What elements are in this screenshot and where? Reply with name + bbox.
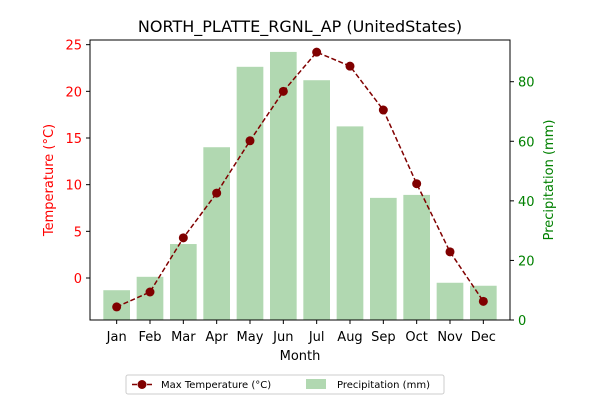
x-tick-label: Feb [138, 330, 161, 345]
bars-layer [103, 51, 497, 321]
precipitation-bar-oct [403, 194, 430, 320]
legend-label-temperature: Max Temperature (°C) [161, 380, 271, 391]
temperature-line [116, 51, 484, 308]
x-tick-label: Jun [272, 330, 293, 345]
y-left-tick-label: 10 [65, 179, 82, 194]
precipitation-bar-jun [270, 51, 297, 321]
temperature-point-feb [145, 287, 155, 297]
x-axis: Jan Feb Mar Apr May Jun Jul Aug Sep Oct Nov Dec [106, 320, 496, 345]
y-left-tick-label: 0 [74, 272, 82, 287]
y-left-tick-label: 25 [65, 39, 82, 54]
x-tick-label: Sep [371, 330, 396, 345]
precipitation-bar-mar [170, 244, 197, 320]
x-tick-label: Aug [337, 330, 362, 345]
temperature-point-may [245, 136, 255, 146]
x-tick-label: May [237, 330, 264, 345]
x-tick-label: Mar [171, 330, 196, 345]
temperature-point-aug [345, 61, 355, 71]
y-axis-left: 0 5 10 15 20 25 [65, 39, 90, 287]
x-tick-label: Apr [205, 330, 228, 345]
temperature-point-dec [478, 296, 488, 306]
legend-line-marker [137, 380, 147, 389]
y-left-tick-label: 20 [65, 85, 82, 100]
y-right-tick-label: 80 [518, 76, 535, 91]
x-tick-label: Jan [106, 330, 127, 345]
temperature-point-sep [378, 105, 388, 115]
y-axis-right: 0 20 40 60 80 [510, 76, 535, 329]
x-tick-label: Oct [405, 330, 427, 345]
temperature-point-oct [412, 179, 422, 189]
precipitation-bar-feb [136, 276, 164, 320]
precipitation-bar-nov [436, 282, 464, 320]
x-tick-label: Nov [437, 330, 463, 345]
y-axis-right-label: Precipitation (mm) [542, 120, 557, 241]
y-axis-left-label: Temperature (°C) [42, 124, 57, 237]
temperature-point-apr [212, 188, 222, 198]
y-right-tick-label: 60 [518, 135, 535, 150]
y-left-tick-label: 5 [74, 225, 82, 240]
y-right-tick-label: 40 [518, 195, 535, 210]
y-right-tick-label: 0 [518, 314, 526, 329]
plot-frame [89, 39, 511, 321]
temperature-point-mar [178, 233, 188, 243]
line-layer [112, 47, 488, 312]
legend-label-precipitation: Precipitation (mm) [337, 380, 430, 391]
temperature-point-jul [312, 47, 322, 57]
precipitation-bar-aug [336, 126, 364, 320]
temperature-point-jan [112, 302, 122, 312]
legend: Max Temperature (°C) Precipitation (mm) [125, 374, 445, 395]
precipitation-bar-apr [203, 147, 230, 320]
x-tick-label: Jul [308, 330, 325, 345]
y-right-tick-label: 20 [518, 254, 535, 269]
temperature-point-jun [278, 86, 288, 96]
chart-title: NORTH_PLATTE_RGNL_AP (UnitedStates) [138, 17, 462, 37]
x-axis-label: Month [280, 349, 321, 364]
legend-bar-swatch [306, 379, 326, 389]
temperature-point-nov [445, 247, 455, 257]
legend-box [125, 374, 445, 395]
y-left-tick-label: 15 [65, 132, 82, 147]
x-tick-label: Dec [471, 330, 496, 345]
precipitation-bar-jul [303, 80, 330, 320]
precipitation-bar-may [236, 66, 264, 321]
precipitation-bar-sep [370, 197, 397, 320]
